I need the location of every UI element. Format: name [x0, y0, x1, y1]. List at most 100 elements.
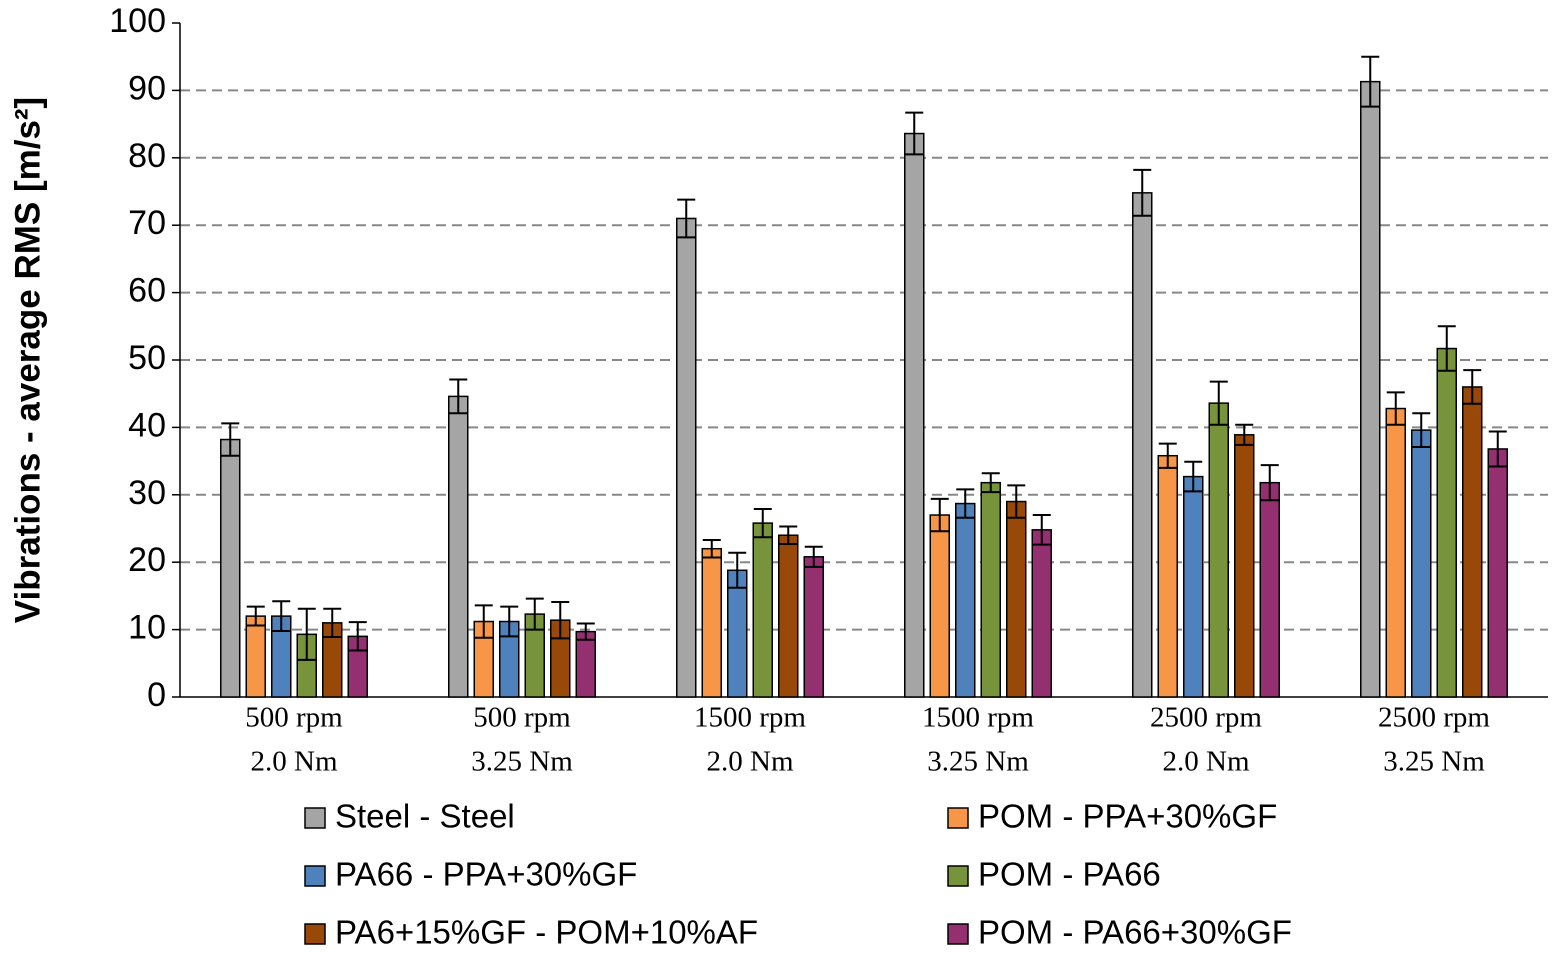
error-bar: [804, 545, 823, 568]
error-bar: [677, 198, 696, 239]
bar: [1385, 407, 1406, 698]
bar: [1360, 80, 1381, 698]
error-bar: [1007, 484, 1026, 519]
bar: [245, 615, 266, 698]
y-axis-title: Vibrations - average RMS [m/s²]: [8, 97, 47, 623]
bar: [448, 395, 469, 698]
error-bar: [702, 538, 721, 559]
x-tick-label: 2500 rpm: [1378, 702, 1490, 734]
bar: [1183, 475, 1204, 698]
error-bar: [474, 604, 493, 639]
bar: [1132, 192, 1153, 698]
error-bar: [576, 622, 595, 641]
error-bar: [728, 551, 747, 589]
legend-label: Steel - Steel: [335, 798, 515, 835]
error-bar: [981, 472, 1000, 494]
error-bar: [753, 507, 772, 539]
y-tick-label: 0: [147, 676, 166, 714]
bar: [1259, 481, 1280, 698]
y-tick-label: 40: [128, 406, 166, 444]
bar: [1006, 500, 1027, 698]
bar: [929, 514, 950, 698]
x-tick-label: 2.0 Nm: [707, 746, 794, 778]
bar: [1462, 386, 1483, 698]
x-tick-label: 2500 rpm: [1150, 702, 1262, 734]
bar: [727, 569, 748, 698]
legend-label: POM - PPA+30%GF: [978, 798, 1277, 835]
error-bar: [1386, 391, 1405, 426]
error-bar: [930, 497, 949, 533]
error-bar: [1235, 423, 1254, 446]
bar: [1234, 434, 1255, 698]
legend-swatch: [304, 807, 326, 829]
bar: [220, 438, 241, 698]
error-bar: [905, 111, 924, 156]
bar: [1031, 529, 1052, 698]
y-tick-label: 60: [128, 272, 166, 310]
error-bar: [348, 621, 367, 652]
bar: [701, 547, 722, 698]
error-bar: [1260, 464, 1279, 502]
y-tick-label: 20: [128, 541, 166, 579]
error-bar: [1184, 460, 1203, 493]
y-tick-label: 30: [128, 474, 166, 512]
y-tick-label: 100: [109, 2, 166, 40]
bar: [778, 534, 799, 698]
legend-swatch: [304, 865, 326, 887]
y-tick-label: 90: [128, 69, 166, 107]
bar: [955, 502, 976, 698]
error-bar: [1158, 442, 1177, 469]
y-tick-label: 80: [128, 137, 166, 175]
error-bar: [525, 597, 544, 631]
bar: [1208, 402, 1229, 698]
x-tick-label: 3.25 Nm: [927, 746, 1029, 778]
bar: [1411, 429, 1432, 698]
legend-label: POM - PA66+30%GF: [978, 914, 1292, 951]
legend-label: POM - PA66: [978, 856, 1161, 893]
legend-swatch: [304, 923, 326, 945]
bar: [1436, 347, 1457, 698]
bar: [904, 132, 925, 698]
error-bar: [500, 605, 519, 638]
legend-label: PA66 - PPA+30%GF: [335, 856, 637, 893]
error-bar: [1463, 369, 1482, 405]
error-bar: [272, 600, 291, 632]
error-bar: [221, 422, 240, 457]
bar: [676, 217, 697, 698]
x-tick-label: 1500 rpm: [694, 702, 806, 734]
error-bar: [551, 600, 570, 640]
x-tick-label: 3.25 Nm: [1383, 746, 1485, 778]
error-bar: [1437, 325, 1456, 372]
error-bar: [779, 525, 798, 546]
bar: [980, 481, 1001, 698]
error-bar: [1412, 412, 1431, 448]
error-bar: [246, 605, 265, 627]
error-bar: [1488, 430, 1507, 468]
x-tick-label: 1500 rpm: [922, 702, 1034, 734]
x-tick-label: 3.25 Nm: [471, 746, 573, 778]
x-tick-label: 2.0 Nm: [1163, 746, 1250, 778]
error-bar: [1361, 55, 1380, 108]
error-bar: [1032, 514, 1051, 546]
y-tick-label: 10: [128, 609, 166, 647]
bar: [752, 522, 773, 698]
error-bar: [297, 607, 316, 661]
y-tick-label: 50: [128, 339, 166, 377]
bar: [1487, 448, 1508, 698]
y-tick-label: 70: [128, 204, 166, 242]
error-bar: [1133, 168, 1152, 217]
error-bar: [449, 378, 468, 415]
x-tick-label: 500 rpm: [245, 702, 343, 734]
error-bar: [1209, 380, 1228, 426]
legend-swatch: [947, 807, 969, 829]
bar: [803, 556, 824, 698]
error-bar: [323, 607, 342, 639]
x-tick-label: 2.0 Nm: [251, 746, 338, 778]
error-bar: [956, 488, 975, 519]
legend-label: PA6+15%GF - POM+10%AF: [335, 914, 758, 951]
legend-swatch: [947, 923, 969, 945]
bar: [575, 630, 596, 698]
x-tick-label: 500 rpm: [473, 702, 571, 734]
bar: [1157, 454, 1178, 698]
